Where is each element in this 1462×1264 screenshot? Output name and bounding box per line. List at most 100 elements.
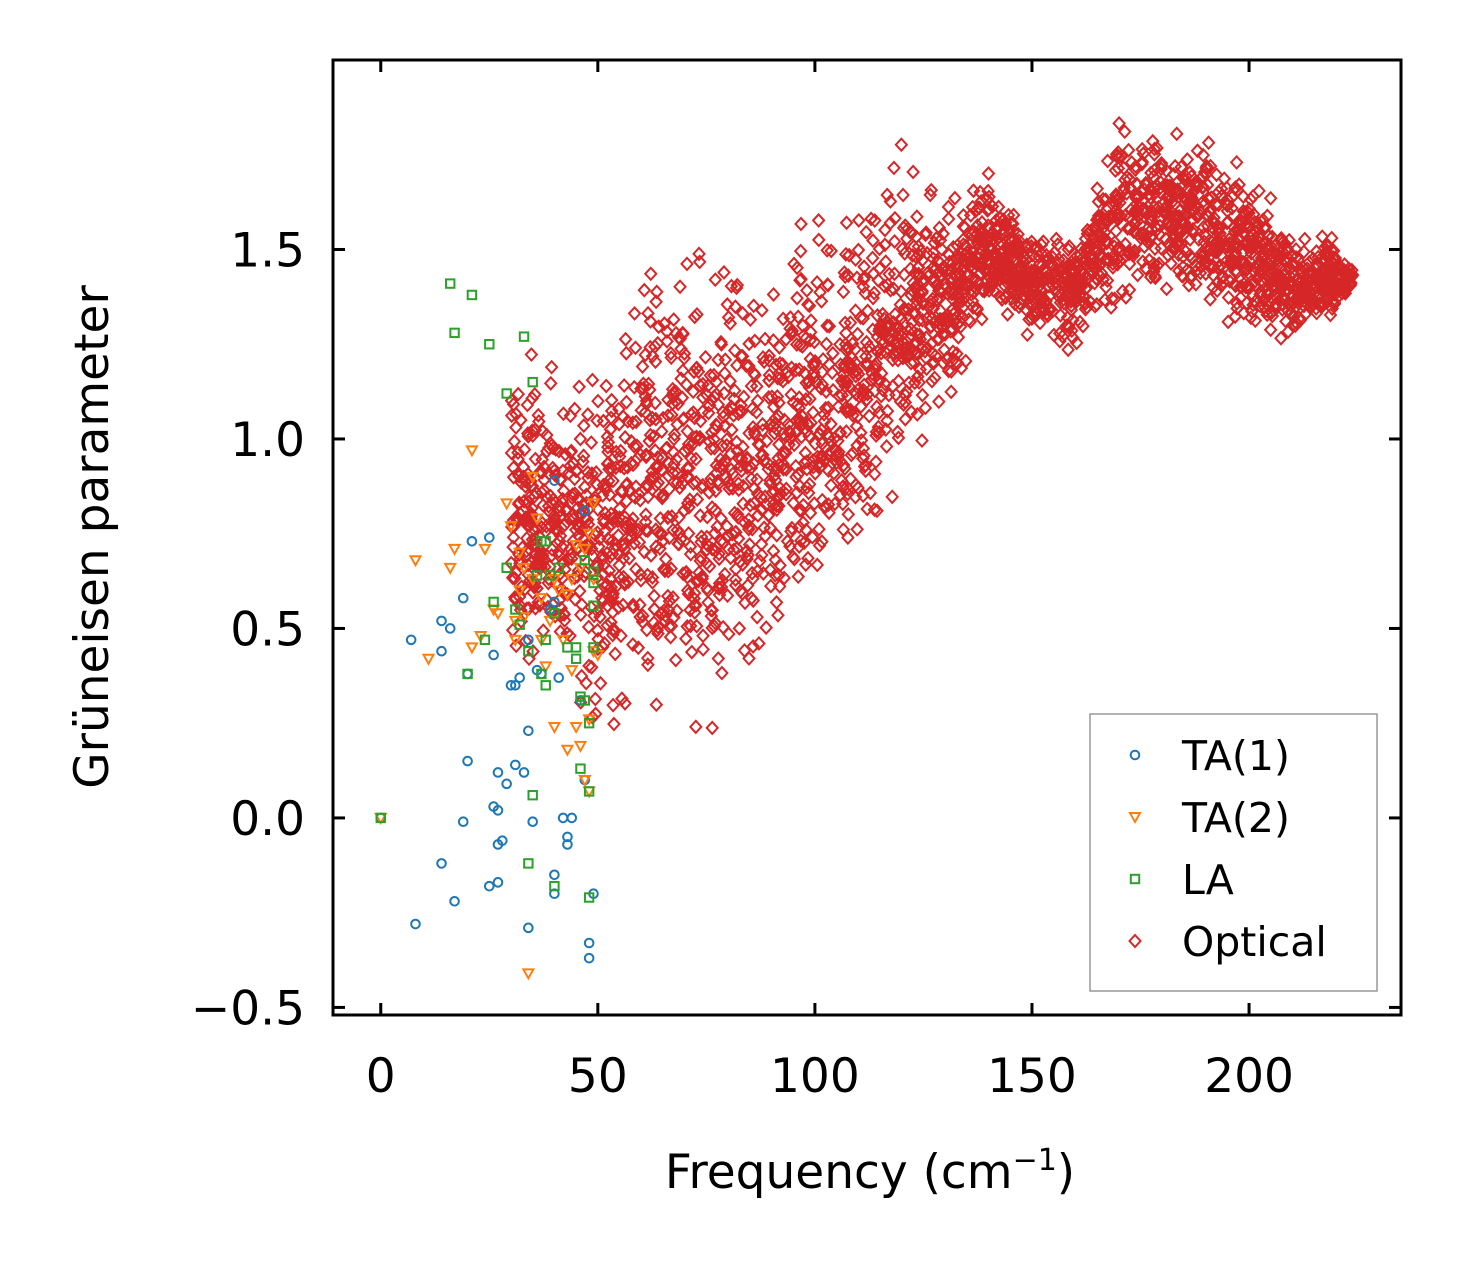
optical-point	[770, 389, 785, 404]
data-point	[540, 536, 551, 547]
optical-point	[936, 226, 950, 242]
optical-point	[556, 406, 571, 422]
optical-point	[749, 404, 764, 420]
data-point	[421, 653, 436, 666]
optical-point	[1071, 256, 1085, 272]
optical-point	[543, 375, 558, 391]
optical-point	[1137, 226, 1151, 242]
optical-point	[581, 465, 595, 481]
optical-point	[675, 363, 690, 379]
optical-point	[876, 382, 890, 398]
optical-point	[949, 346, 964, 362]
optical-point	[506, 529, 521, 545]
optical-point	[649, 477, 664, 493]
optical-point	[628, 490, 643, 506]
optical-point	[780, 533, 795, 549]
optical-point	[724, 422, 739, 438]
optical-point	[740, 543, 754, 559]
optical-point	[1136, 146, 1151, 162]
optical-point	[812, 426, 827, 442]
optical-point	[1045, 256, 1059, 272]
optical-point	[800, 416, 815, 432]
optical-point	[656, 487, 670, 503]
data-point	[565, 574, 579, 587]
optical-point	[606, 697, 620, 713]
legend-marker	[1129, 749, 1141, 761]
optical-point	[671, 536, 685, 552]
optical-point	[820, 318, 834, 334]
optical-point	[880, 277, 895, 293]
optical-point	[1210, 283, 1225, 299]
data-point	[505, 679, 517, 691]
optical-point	[1207, 215, 1222, 231]
optical-point	[657, 316, 672, 332]
optical-point	[648, 443, 663, 459]
optical-point	[743, 497, 758, 513]
optical-point	[639, 447, 654, 463]
data-point	[544, 570, 556, 581]
optical-point	[1098, 292, 1112, 308]
optical-point	[1033, 315, 1047, 331]
optical-point	[1134, 226, 1149, 242]
optical-point	[1274, 281, 1288, 297]
y-tick-label: 0.0	[230, 792, 305, 847]
data-point	[408, 555, 423, 568]
optical-point	[678, 631, 693, 647]
optical-point	[609, 444, 623, 460]
optical-point	[1303, 285, 1317, 301]
optical-point	[1065, 312, 1080, 328]
optical-point	[523, 510, 538, 526]
optical-point	[1123, 202, 1138, 218]
data-point	[569, 540, 583, 553]
optical-point	[548, 512, 563, 528]
optical-point	[910, 406, 925, 422]
optical-point	[1230, 264, 1245, 280]
optical-point	[755, 423, 770, 439]
optical-point	[661, 509, 676, 525]
optical-point	[573, 431, 588, 447]
optical-point	[1145, 221, 1159, 237]
optical-point	[555, 491, 570, 507]
optical-point	[694, 534, 708, 550]
optical-point	[1275, 235, 1289, 251]
optical-point	[513, 555, 527, 571]
optical-point	[1148, 268, 1162, 284]
optical-point	[793, 337, 808, 353]
optical-point	[851, 381, 866, 397]
optical-point	[1010, 277, 1024, 293]
optical-point	[622, 550, 637, 566]
optical-point	[628, 340, 643, 356]
optical-point	[944, 281, 959, 297]
optical-point	[1109, 223, 1123, 239]
optical-point	[836, 374, 850, 390]
optical-point	[591, 393, 605, 409]
optical-point	[1280, 283, 1294, 299]
optical-point	[667, 431, 681, 447]
optical-point	[839, 215, 854, 231]
optical-point	[821, 463, 836, 479]
y-tick-label: 1.0	[230, 413, 305, 468]
optical-point	[681, 436, 696, 452]
optical-point	[639, 622, 654, 638]
optical-point	[531, 407, 546, 423]
optical-point	[573, 607, 588, 623]
optical-point	[612, 416, 627, 432]
optical-point	[1278, 236, 1292, 252]
optical-point	[654, 525, 668, 541]
optical-point	[758, 331, 772, 347]
optical-point	[1114, 148, 1129, 164]
optical-point	[707, 367, 721, 383]
optical-point	[602, 487, 617, 503]
optical-point	[660, 333, 674, 349]
optical-point	[1129, 191, 1144, 207]
data-point	[521, 968, 536, 981]
optical-point	[637, 544, 652, 560]
data-point	[565, 665, 579, 678]
optical-point	[684, 450, 699, 466]
optical-point	[811, 212, 826, 228]
optical-point	[1121, 142, 1136, 158]
optical-point	[896, 187, 910, 203]
optical-point	[791, 466, 805, 482]
optical-point	[645, 410, 660, 426]
optical-point	[1340, 279, 1354, 295]
